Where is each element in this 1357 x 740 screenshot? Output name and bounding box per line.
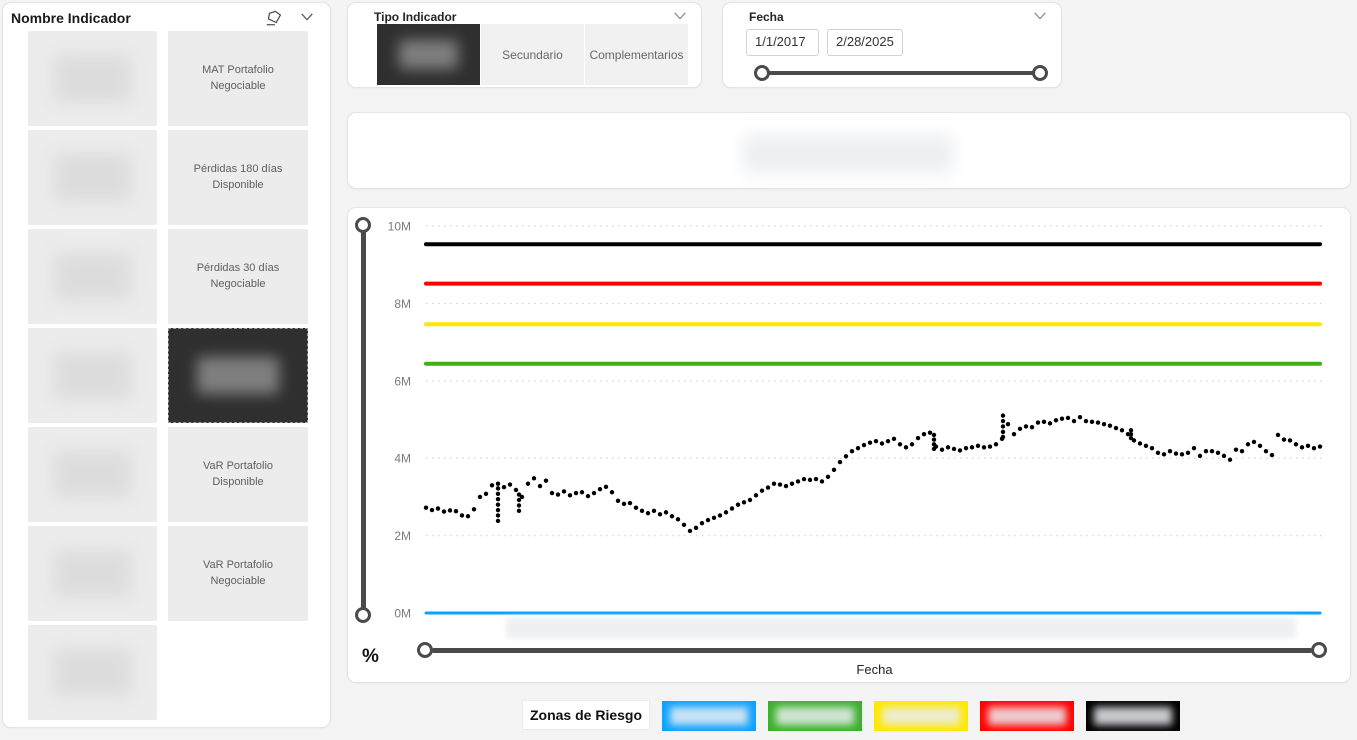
redacted-zone-label (670, 707, 748, 725)
eraser-icon[interactable] (264, 9, 284, 27)
list-item-redacted[interactable] (28, 526, 157, 621)
legend-label: Zonas de Riesgo (522, 700, 650, 730)
list-item-redacted[interactable] (28, 229, 157, 324)
legend-zone-amarilla[interactable] (874, 701, 968, 731)
redacted-zone-label (1094, 707, 1172, 725)
list-item[interactable]: Pérdidas 180 días Disponible (168, 130, 308, 225)
redacted-zone-label (882, 707, 960, 725)
x-zoom-track[interactable] (432, 648, 1312, 653)
svg-text:4M: 4M (394, 452, 411, 466)
redacted-zone-label (988, 707, 1066, 725)
svg-text:0M: 0M (394, 607, 411, 621)
tipo-option-selected-redacted[interactable] (377, 24, 480, 85)
indicator-chart-card: 0M 2M 4M 6M 8M 10M % Fecha (347, 207, 1351, 683)
date-range-track[interactable] (762, 71, 1040, 75)
list-item-redacted[interactable] (28, 328, 157, 423)
x-axis-title: Fecha (856, 662, 893, 677)
start-date-input[interactable]: 1/1/2017 (746, 29, 819, 56)
list-item-redacted[interactable] (28, 130, 157, 225)
tipo-option[interactable]: Complementarios (585, 24, 688, 85)
list-item[interactable]: MAT Portafolio Negociable (168, 31, 308, 126)
tipo-indicador-slicer: Tipo Indicador Secundario Complementario… (347, 2, 702, 88)
svg-text:6M: 6M (394, 374, 411, 388)
chevron-down-icon[interactable] (300, 12, 314, 22)
y-zoom-handle-top[interactable] (355, 217, 371, 233)
slicer-title: Nombre Indicador (11, 10, 131, 26)
list-item-redacted[interactable] (28, 427, 157, 522)
redacted-zone-label (776, 707, 854, 725)
svg-text:10M: 10M (388, 220, 411, 234)
chevron-down-icon[interactable] (673, 11, 687, 21)
indicator-scatter-chart[interactable]: 0M 2M 4M 6M 8M 10M (348, 208, 1350, 682)
redacted-title (743, 135, 953, 173)
list-item-redacted[interactable] (28, 625, 157, 720)
list-item-redacted[interactable] (28, 31, 157, 126)
slicer-title: Tipo Indicador (374, 10, 457, 24)
list-item[interactable]: VaR Portafolio Disponible (168, 427, 308, 522)
legend-zone-roja[interactable] (980, 701, 1074, 731)
legend-zone-negra[interactable] (1086, 701, 1180, 731)
x-zoom-handle-left[interactable] (417, 642, 433, 658)
slicer-header: Nombre Indicador (3, 3, 330, 31)
fecha-slicer: Fecha 1/1/2017 2/28/2025 (722, 2, 1062, 88)
slicer-title: Fecha (749, 10, 784, 24)
nombre-indicador-slicer: Nombre Indicador MAT Portafolio Negociab… (2, 2, 331, 728)
y-zoom-handle-bottom[interactable] (355, 607, 371, 623)
y-axis-unit-label: % (362, 646, 379, 667)
y-zoom-track[interactable] (361, 225, 366, 615)
report-title-card (347, 112, 1351, 189)
svg-text:2M: 2M (394, 529, 411, 543)
end-date-input[interactable]: 2/28/2025 (827, 29, 903, 56)
list-item[interactable]: Pérdidas 30 días Negociable (168, 229, 308, 324)
date-range-handle-end[interactable] (1032, 65, 1048, 81)
svg-text:8M: 8M (394, 297, 411, 311)
legend-zone-verde[interactable] (768, 701, 862, 731)
chevron-down-icon[interactable] (1033, 11, 1047, 21)
redacted-x-axis-labels (506, 618, 1296, 638)
date-range-handle-start[interactable] (754, 65, 770, 81)
list-item-selected[interactable] (168, 328, 308, 423)
legend-zone-azul[interactable] (662, 701, 756, 731)
tipo-option[interactable]: Secundario (481, 24, 584, 85)
list-item[interactable]: VaR Portafolio Negociable (168, 526, 308, 621)
x-zoom-handle-right[interactable] (1311, 642, 1327, 658)
